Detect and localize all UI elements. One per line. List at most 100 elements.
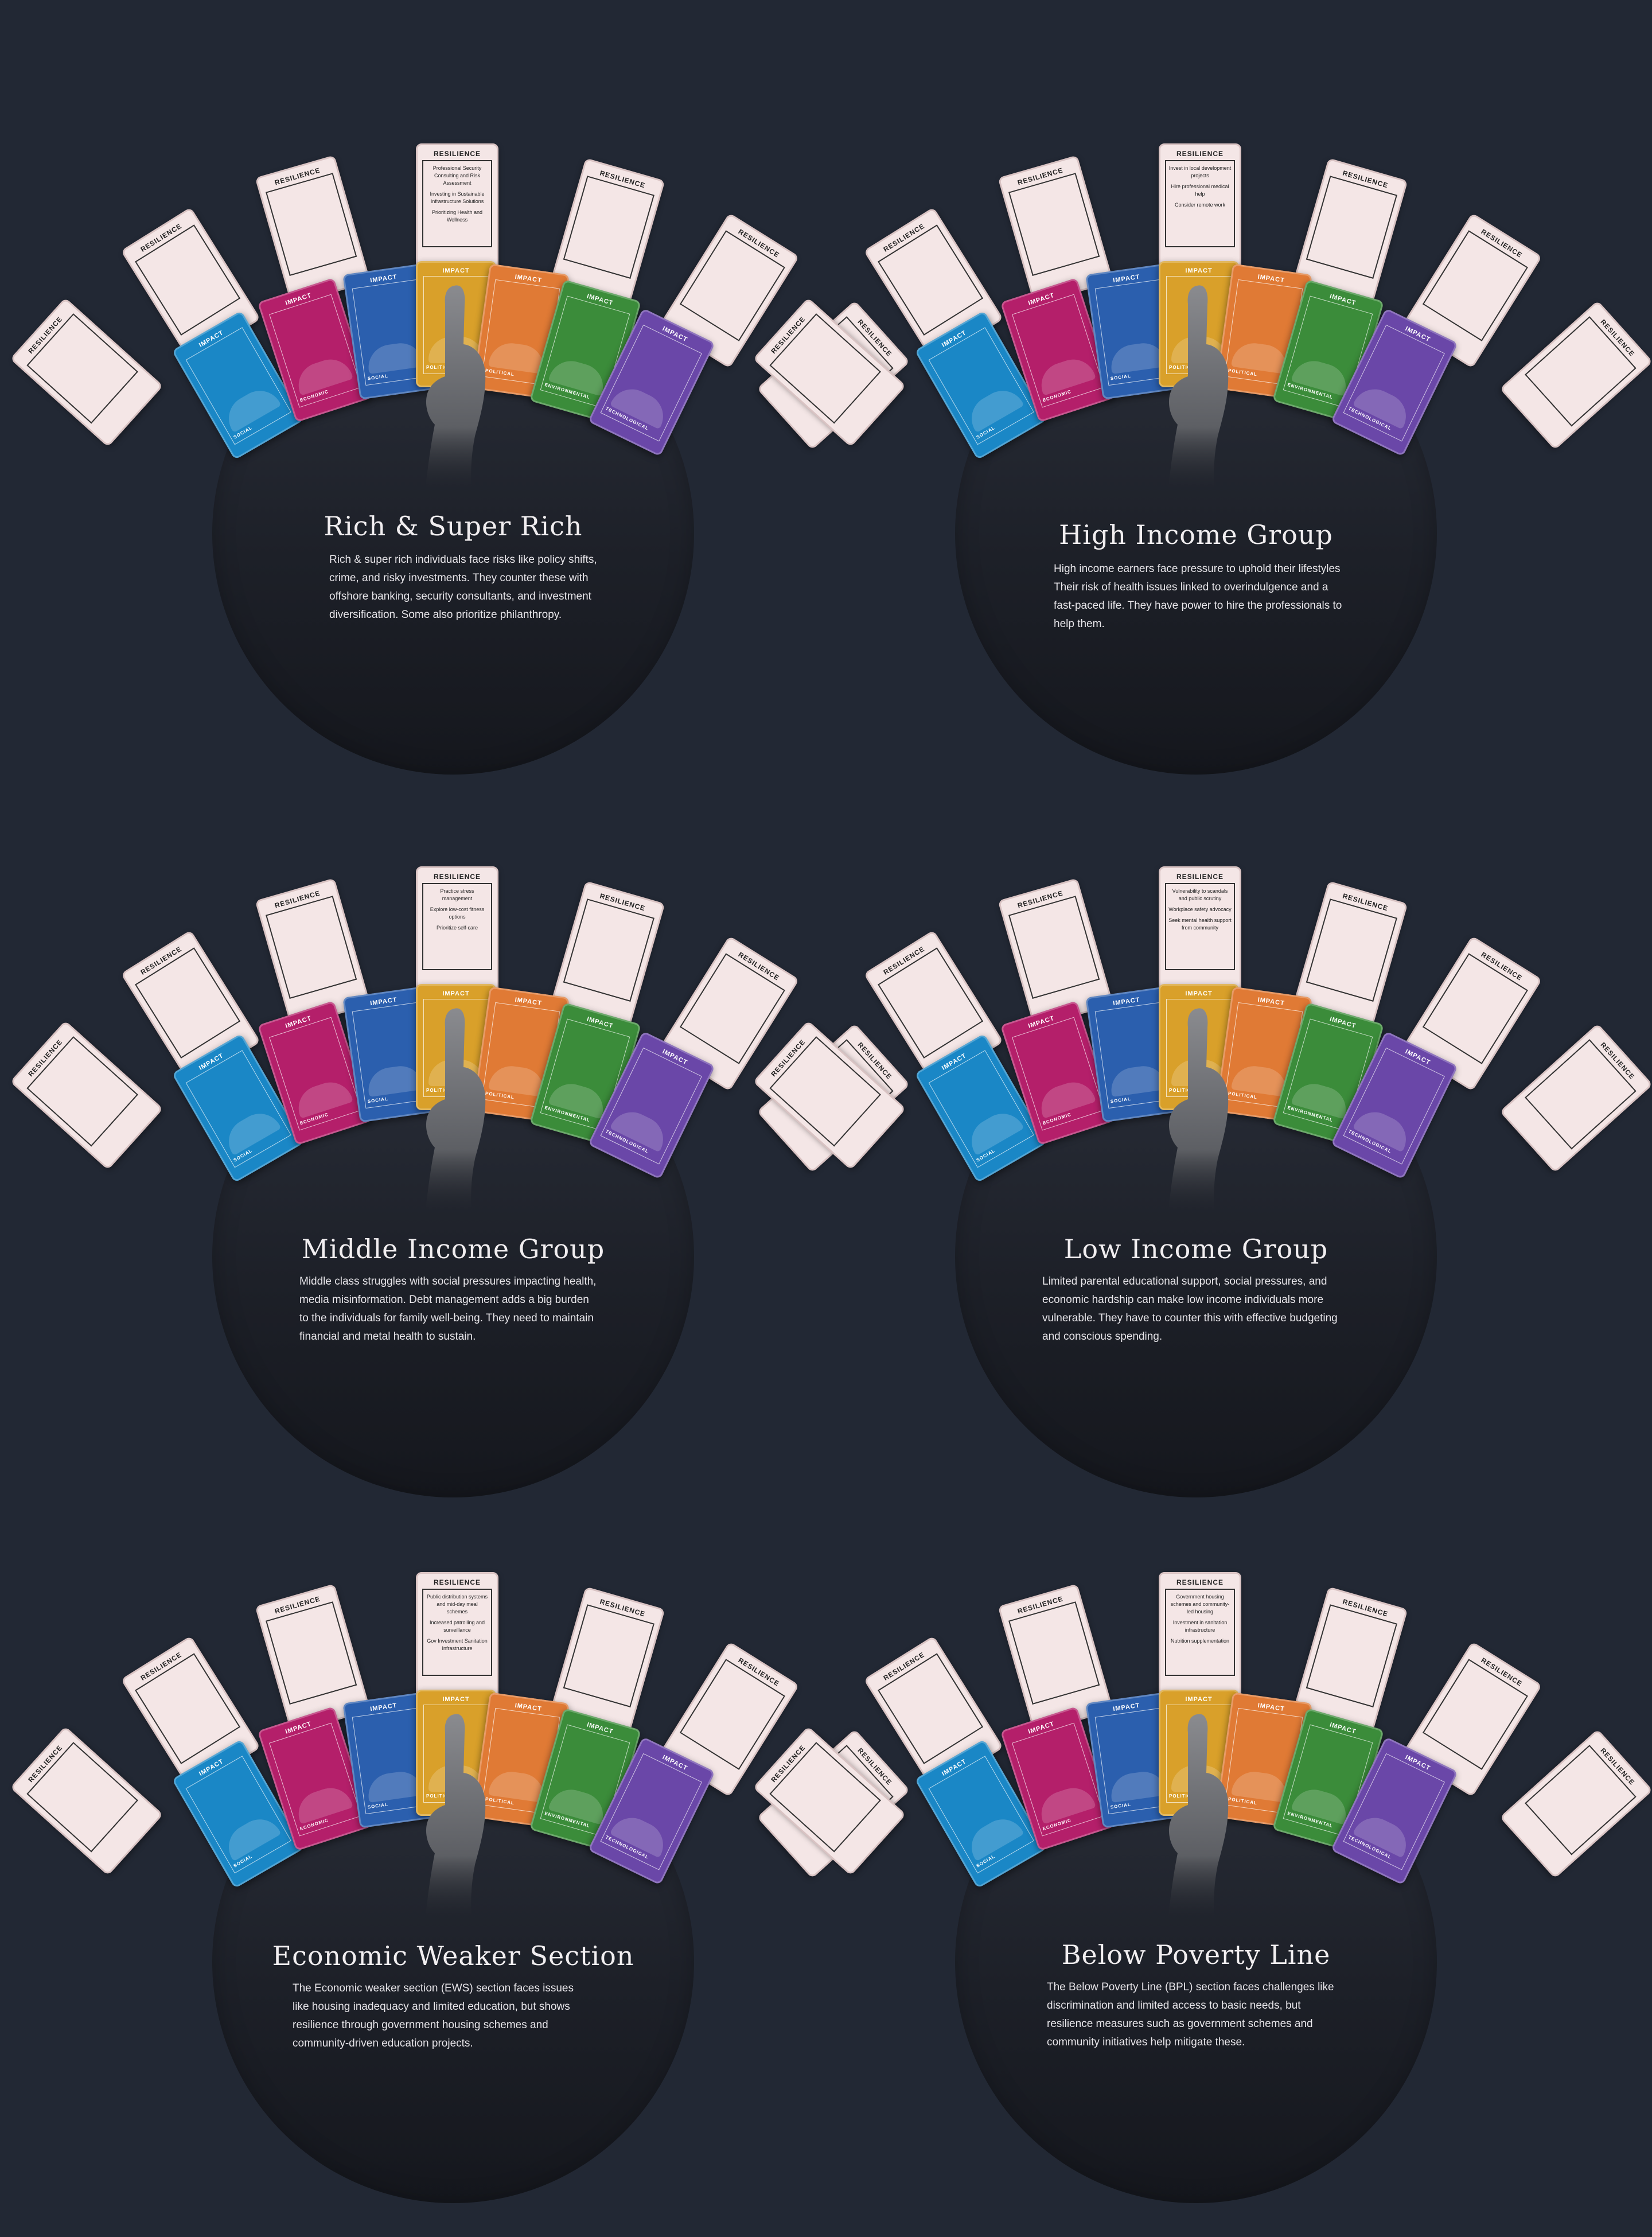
panel-description: High income earners face pressure to uph… <box>1054 563 1342 630</box>
resilience-item: Seek mental health support from communit… <box>1168 917 1232 931</box>
resilience-card-title: RESILIENCE <box>1165 150 1235 161</box>
panel-title: Low Income Group <box>1063 1234 1328 1265</box>
card-illustration <box>1108 1769 1167 1803</box>
card-illustration <box>1108 340 1167 375</box>
resilience-card-body: Vulnerability to scandals and public scr… <box>1165 884 1235 970</box>
impact-card-title: IMPACT <box>1166 1696 1232 1705</box>
resilience-item: Investment in sanitation infrastructure <box>1172 1620 1228 1633</box>
resilience-card[interactable]: RESILIENCE <box>753 1726 906 1876</box>
impact-card-category: POLITICAL <box>1169 1088 1199 1093</box>
resilience-card[interactable]: RESILIENCE Invest in local development pr… <box>1159 143 1241 275</box>
resilience-card[interactable]: RESILIENCE <box>10 297 163 448</box>
resilience-item: Investing in Sustainable Infrastructure … <box>430 191 485 204</box>
resilience-item: Public distribution systems and mid-day … <box>426 1594 488 1614</box>
hand-illustration <box>426 285 486 488</box>
resilience-card[interactable]: RESILIENCE Practice stress management Expl… <box>416 866 498 998</box>
resilience-item: Invest in local development projects <box>1168 165 1232 178</box>
resilience-item: Consider remote work <box>1174 202 1226 208</box>
resilience-item: Increased patrolling and surveillance <box>429 1620 485 1633</box>
resilience-card[interactable]: RESILIENCE <box>753 297 906 448</box>
panel-title: Economic Weaker Section <box>272 1940 634 1971</box>
impact-card-category: SOCIAL <box>1110 1802 1132 1810</box>
hand-illustration <box>1168 1008 1229 1211</box>
impact-card-category: POLITICAL <box>1169 1794 1199 1799</box>
resilience-item: Hire professional medical help <box>1171 184 1229 197</box>
resilience-item: Professional Security Consulting and Ris… <box>433 165 482 186</box>
impact-card-category: SOCIAL <box>1110 1096 1132 1104</box>
resilience-card-body <box>1306 1605 1397 1707</box>
impact-card-category: SOCIAL <box>367 1802 389 1810</box>
resilience-item: Prioritize self-care <box>436 925 478 931</box>
impact-card-category: SOCIAL <box>367 373 389 382</box>
hand-illustration <box>426 1714 486 1916</box>
income-group-panel: RESILIENCE RESILIENCE RESILIENCE RESILIENCE… <box>10 832 910 1497</box>
card-illustration <box>365 1769 424 1803</box>
resilience-card-body <box>1008 897 1100 999</box>
impact-card-title: IMPACT <box>423 1696 489 1705</box>
panel-description: The Economic weaker section (EWS) sectio… <box>293 1982 574 2049</box>
impact-card-category: POLITICAL <box>1169 365 1199 370</box>
impact-card-title: IMPACT <box>1166 990 1232 999</box>
impact-card-category: POLITICAL <box>426 365 456 370</box>
panel-description: Limited parental educational support, so… <box>1042 1275 1338 1343</box>
income-group-panel: RESILIENCE RESILIENCE RESILIENCE RESILIENCE… <box>10 109 910 775</box>
resilience-card[interactable]: RESILIENCE <box>10 1726 163 1876</box>
resilience-item: Gov Investment Sanitation Infrastructure <box>427 1638 488 1651</box>
resilience-card-body <box>1306 900 1397 1002</box>
resilience-card-body: Government housing schemes and community… <box>1165 1590 1235 1676</box>
hand-illustration <box>426 1008 486 1211</box>
resilience-card-body <box>266 897 357 999</box>
resilience-card[interactable]: RESILIENCE Government housing schemes and… <box>1159 1572 1241 1704</box>
income-group-panel: RESILIENCE RESILIENCE RESILIENCE RESILIENCE… <box>753 109 1652 775</box>
resilience-item: Workplace safety advocacy <box>1168 907 1232 912</box>
resilience-card-body <box>563 1605 654 1707</box>
resilience-card-title: RESILIENCE <box>422 873 492 884</box>
card-fan: RESILIENCE RESILIENCE RESILIENCE RESILIENCE… <box>10 1538 910 1939</box>
card-illustration <box>365 1063 424 1098</box>
card-illustration <box>365 340 424 375</box>
resilience-card[interactable]: RESILIENCE Public distribution systems an… <box>416 1572 498 1704</box>
resilience-card-title: RESILIENCE <box>1165 1578 1235 1590</box>
card-illustration <box>1108 1063 1167 1098</box>
resilience-card-body <box>563 900 654 1002</box>
resilience-card[interactable]: RESILIENCE <box>1499 1023 1652 1173</box>
resilience-item: Nutrition supplementation <box>1170 1638 1230 1644</box>
income-group-panel: RESILIENCE RESILIENCE RESILIENCE RESILIENCE… <box>753 832 1652 1497</box>
panel-title: Below Poverty Line <box>1061 1939 1331 1970</box>
income-group-panel: RESILIENCE RESILIENCE RESILIENCE RESILIENCE… <box>10 1538 910 2203</box>
impact-card-title: IMPACT <box>1166 267 1232 277</box>
resilience-card-body <box>266 1602 357 1705</box>
resilience-item: Prioritizing Health and Wellness <box>431 209 483 223</box>
income-group-panel: RESILIENCE RESILIENCE RESILIENCE RESILIENCE… <box>753 1538 1652 2203</box>
resilience-item: Government housing schemes and community… <box>1170 1594 1230 1614</box>
resilience-card-body <box>1306 177 1397 279</box>
resilience-card-body: Invest in local development projects Hire… <box>1165 161 1235 247</box>
resilience-card[interactable]: RESILIENCE <box>753 1020 906 1170</box>
resilience-item: Vulnerability to scandals and public scr… <box>1172 888 1228 901</box>
impact-card-title: IMPACT <box>423 267 489 277</box>
panel-description: Middle class struggles with social press… <box>299 1275 597 1343</box>
resilience-card[interactable]: RESILIENCE Professional Security Consulti… <box>416 143 498 275</box>
impact-card-category: POLITICAL <box>426 1088 456 1093</box>
resilience-card[interactable]: RESILIENCE <box>10 1020 163 1170</box>
impact-card-category: SOCIAL <box>1110 373 1132 382</box>
resilience-card[interactable]: RESILIENCE Vulnerability to scandals and … <box>1159 866 1241 998</box>
resilience-card-title: RESILIENCE <box>422 150 492 161</box>
panel-description: Rich & super rich individuals face risks… <box>329 554 597 621</box>
resilience-card-title: RESILIENCE <box>422 1578 492 1590</box>
resilience-card-body <box>1008 1602 1100 1705</box>
resilience-item: Explore low-cost fitness options <box>430 907 485 920</box>
panel-title: High Income Group <box>1059 519 1333 550</box>
resilience-card-body <box>1008 174 1100 276</box>
resilience-card-body: Professional Security Consulting and Ris… <box>422 161 492 247</box>
resilience-card-body: Practice stress management Explore low-co… <box>422 884 492 970</box>
impact-card-category: SOCIAL <box>367 1096 389 1104</box>
resilience-card-body <box>266 174 357 276</box>
resilience-card-body <box>563 177 654 279</box>
resilience-card-title: RESILIENCE <box>1165 873 1235 884</box>
resilience-item: Practice stress management <box>440 888 474 901</box>
resilience-card[interactable]: RESILIENCE <box>1499 300 1652 450</box>
resilience-card[interactable]: RESILIENCE <box>1499 1729 1652 1879</box>
impact-card-title: IMPACT <box>423 990 489 999</box>
hand-illustration <box>1168 285 1229 488</box>
